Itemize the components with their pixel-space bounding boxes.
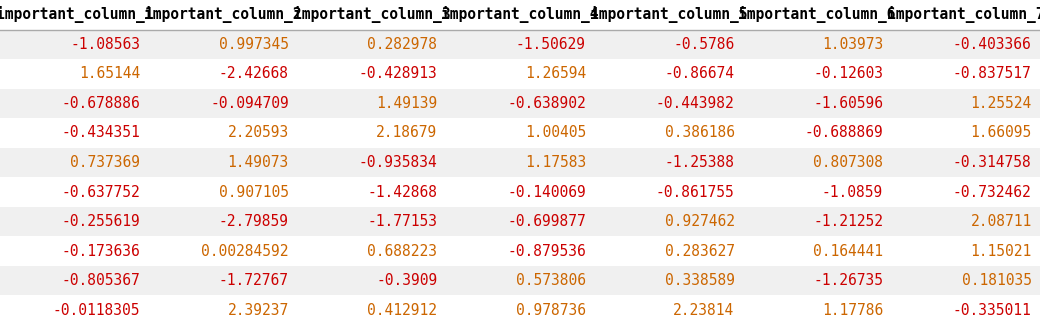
Text: -1.21252: -1.21252: [813, 214, 883, 229]
Text: 0.282978: 0.282978: [367, 37, 438, 52]
Text: -0.678886: -0.678886: [61, 96, 140, 111]
Text: important_column_4: important_column_4: [441, 6, 599, 23]
Bar: [0, 89, 1040, 118]
Text: -0.861755: -0.861755: [656, 185, 734, 200]
Text: -1.25388: -1.25388: [665, 155, 734, 170]
Text: 0.907105: 0.907105: [218, 185, 289, 200]
Text: 0.997345: 0.997345: [218, 37, 289, 52]
Text: 0.688223: 0.688223: [367, 244, 438, 259]
Text: 1.49139: 1.49139: [376, 96, 438, 111]
Text: -0.0118305: -0.0118305: [53, 303, 140, 318]
Text: -0.094709: -0.094709: [210, 96, 289, 111]
Text: 0.181035: 0.181035: [962, 273, 1032, 288]
Text: -0.688869: -0.688869: [804, 125, 883, 140]
Bar: [0, 59, 1040, 89]
Text: 0.573806: 0.573806: [516, 273, 586, 288]
Text: 1.65144: 1.65144: [79, 66, 140, 81]
Text: 0.807308: 0.807308: [813, 155, 883, 170]
Bar: [0, 266, 1040, 295]
Text: -1.0859: -1.0859: [822, 185, 883, 200]
Text: 2.08711: 2.08711: [970, 214, 1032, 229]
Text: 1.03973: 1.03973: [822, 37, 883, 52]
Text: 1.17583: 1.17583: [525, 155, 586, 170]
Bar: [0, 295, 1040, 325]
Text: -0.173636: -0.173636: [61, 244, 140, 259]
Bar: [0, 0, 1040, 30]
Text: -0.879536: -0.879536: [508, 244, 586, 259]
Text: important_column_6: important_column_6: [738, 6, 895, 23]
Bar: [0, 118, 1040, 148]
Text: -0.428913: -0.428913: [359, 66, 438, 81]
Text: -0.443982: -0.443982: [656, 96, 734, 111]
Text: 0.338589: 0.338589: [665, 273, 734, 288]
Text: -1.72767: -1.72767: [218, 273, 289, 288]
Bar: [0, 30, 1040, 59]
Text: 2.39237: 2.39237: [228, 303, 289, 318]
Text: 1.17786: 1.17786: [822, 303, 883, 318]
Text: 1.15021: 1.15021: [970, 244, 1032, 259]
Text: 0.283627: 0.283627: [665, 244, 734, 259]
Text: 1.66095: 1.66095: [970, 125, 1032, 140]
Text: -0.403366: -0.403366: [953, 37, 1032, 52]
Text: important_column_7: important_column_7: [887, 6, 1040, 23]
Text: -0.434351: -0.434351: [61, 125, 140, 140]
Text: important_column_3: important_column_3: [292, 6, 450, 23]
Text: 2.18679: 2.18679: [376, 125, 438, 140]
Text: -0.638902: -0.638902: [508, 96, 586, 111]
Text: -0.5786: -0.5786: [673, 37, 734, 52]
Text: -0.335011: -0.335011: [953, 303, 1032, 318]
Text: important_column_2: important_column_2: [145, 6, 302, 23]
Text: -0.837517: -0.837517: [953, 66, 1032, 81]
Text: 0.00284592: 0.00284592: [202, 244, 289, 259]
Text: -0.86674: -0.86674: [665, 66, 734, 81]
Text: -2.79859: -2.79859: [218, 214, 289, 229]
Text: -0.140069: -0.140069: [508, 185, 586, 200]
Text: -0.732462: -0.732462: [953, 185, 1032, 200]
Bar: [0, 236, 1040, 266]
Text: 1.26594: 1.26594: [525, 66, 586, 81]
Text: 0.927462: 0.927462: [665, 214, 734, 229]
Bar: [0, 177, 1040, 207]
Text: 0.386186: 0.386186: [665, 125, 734, 140]
Text: 1.49073: 1.49073: [228, 155, 289, 170]
Text: -0.3909: -0.3909: [376, 273, 438, 288]
Text: -1.77153: -1.77153: [367, 214, 438, 229]
Text: -1.50629: -1.50629: [516, 37, 586, 52]
Text: -2.42668: -2.42668: [218, 66, 289, 81]
Text: 1.25524: 1.25524: [970, 96, 1032, 111]
Text: -1.42868: -1.42868: [367, 185, 438, 200]
Text: 0.164441: 0.164441: [813, 244, 883, 259]
Text: 0.737369: 0.737369: [71, 155, 140, 170]
Text: -1.60596: -1.60596: [813, 96, 883, 111]
Text: important_column_5: important_column_5: [590, 6, 748, 23]
Text: 2.20593: 2.20593: [228, 125, 289, 140]
Text: 2.23814: 2.23814: [673, 303, 734, 318]
Text: -0.314758: -0.314758: [953, 155, 1032, 170]
Bar: [0, 207, 1040, 236]
Text: 1.00405: 1.00405: [525, 125, 586, 140]
Text: 0.978736: 0.978736: [516, 303, 586, 318]
Text: -1.26735: -1.26735: [813, 273, 883, 288]
Bar: [0, 148, 1040, 177]
Text: -0.12603: -0.12603: [813, 66, 883, 81]
Text: -0.699877: -0.699877: [508, 214, 586, 229]
Text: -0.805367: -0.805367: [61, 273, 140, 288]
Text: -0.935834: -0.935834: [359, 155, 438, 170]
Text: -0.637752: -0.637752: [61, 185, 140, 200]
Text: important_column_1: important_column_1: [0, 6, 153, 23]
Text: 0.412912: 0.412912: [367, 303, 438, 318]
Text: -1.08563: -1.08563: [71, 37, 140, 52]
Text: -0.255619: -0.255619: [61, 214, 140, 229]
